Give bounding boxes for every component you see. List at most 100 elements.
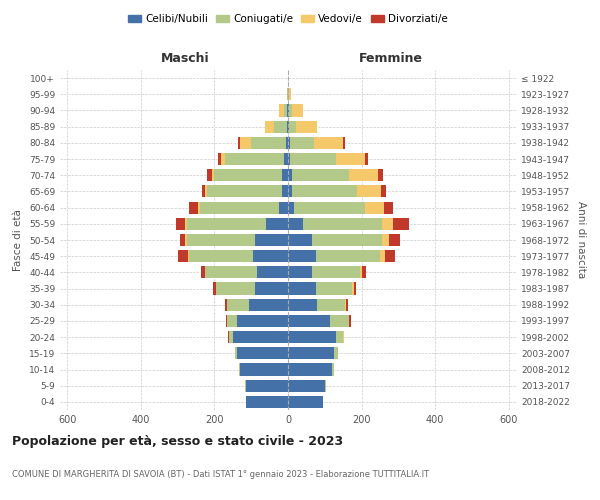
Bar (284, 104, 287, 117)
Bar (288, 218, 303, 230)
Bar (334, 348, 338, 360)
Bar (212, 169, 214, 181)
Bar (288, 298, 317, 311)
Bar (290, 153, 336, 165)
Bar (283, 169, 288, 181)
Bar (287, 88, 288, 101)
Bar (288, 186, 292, 198)
Bar (288, 364, 332, 376)
Bar (227, 298, 250, 311)
Bar (332, 364, 334, 376)
Bar (189, 250, 253, 262)
Bar (346, 298, 348, 311)
Bar (312, 234, 382, 246)
Bar (289, 120, 296, 132)
Bar (288, 315, 330, 327)
Bar (380, 250, 385, 262)
Bar (316, 282, 352, 294)
Bar (255, 282, 288, 294)
Y-axis label: Fasce di età: Fasce di età (13, 209, 23, 271)
Bar (200, 202, 279, 213)
Bar (383, 202, 393, 213)
Bar (246, 396, 288, 408)
Bar (188, 250, 189, 262)
Bar (325, 380, 326, 392)
Bar (316, 250, 380, 262)
Text: Popolazione per età, sesso e stato civile - 2023: Popolazione per età, sesso e stato civil… (12, 435, 343, 448)
Legend: Celibi/Nubili, Coniugati/e, Vedovi/e, Divorziati/e: Celibi/Nubili, Coniugati/e, Vedovi/e, Di… (124, 10, 452, 29)
Bar (198, 202, 200, 213)
Bar (255, 234, 288, 246)
Bar (296, 120, 317, 132)
Bar (225, 298, 227, 311)
Bar (288, 234, 312, 246)
Bar (349, 315, 350, 327)
Bar (360, 266, 362, 278)
Bar (250, 298, 288, 311)
Bar (362, 266, 366, 278)
Text: Maschi: Maschi (161, 52, 210, 65)
Bar (176, 218, 185, 230)
Bar (287, 120, 288, 132)
Bar (288, 153, 290, 165)
Bar (343, 137, 345, 149)
Bar (201, 266, 205, 278)
Bar (279, 202, 288, 213)
Bar (288, 250, 316, 262)
Bar (288, 202, 293, 213)
Bar (357, 186, 380, 198)
Bar (229, 331, 233, 343)
Bar (185, 218, 187, 230)
Bar (303, 218, 382, 230)
Bar (215, 282, 216, 294)
Bar (336, 331, 343, 343)
Bar (238, 137, 240, 149)
Bar (393, 218, 409, 230)
Bar (239, 364, 240, 376)
Bar (205, 186, 207, 198)
Bar (354, 282, 356, 294)
Bar (212, 282, 215, 294)
Bar (330, 315, 349, 327)
Y-axis label: Anni di nascita: Anni di nascita (575, 202, 586, 278)
Bar (236, 315, 288, 327)
Bar (288, 266, 312, 278)
Bar (288, 331, 336, 343)
Bar (288, 120, 289, 132)
Bar (228, 331, 229, 343)
Bar (292, 104, 303, 117)
Bar (312, 266, 360, 278)
Bar (207, 169, 212, 181)
Bar (365, 153, 368, 165)
Bar (265, 120, 274, 132)
Bar (221, 153, 226, 165)
Bar (274, 120, 287, 132)
Bar (202, 186, 205, 198)
Bar (382, 218, 393, 230)
Bar (189, 202, 198, 213)
Bar (317, 298, 345, 311)
Bar (286, 137, 288, 149)
Bar (227, 315, 236, 327)
Bar (283, 186, 288, 198)
Bar (288, 104, 289, 117)
Bar (178, 250, 188, 262)
Bar (336, 153, 365, 165)
Bar (284, 153, 288, 165)
Bar (235, 348, 236, 360)
Bar (185, 234, 187, 246)
Bar (240, 364, 288, 376)
Text: Femmine: Femmine (359, 52, 422, 65)
Bar (218, 153, 221, 165)
Text: COMUNE DI MARGHERITA DI SAVOIA (BT) - Dati ISTAT 1° gennaio 2023 - Elaborazione : COMUNE DI MARGHERITA DI SAVOIA (BT) - Da… (12, 470, 429, 479)
Bar (287, 104, 288, 117)
Bar (205, 266, 257, 278)
Bar (288, 348, 334, 360)
Bar (226, 153, 284, 165)
Bar (293, 202, 365, 213)
Bar (214, 169, 283, 181)
Bar (289, 88, 290, 101)
Bar (240, 137, 251, 149)
Bar (266, 218, 288, 230)
Bar (288, 282, 316, 294)
